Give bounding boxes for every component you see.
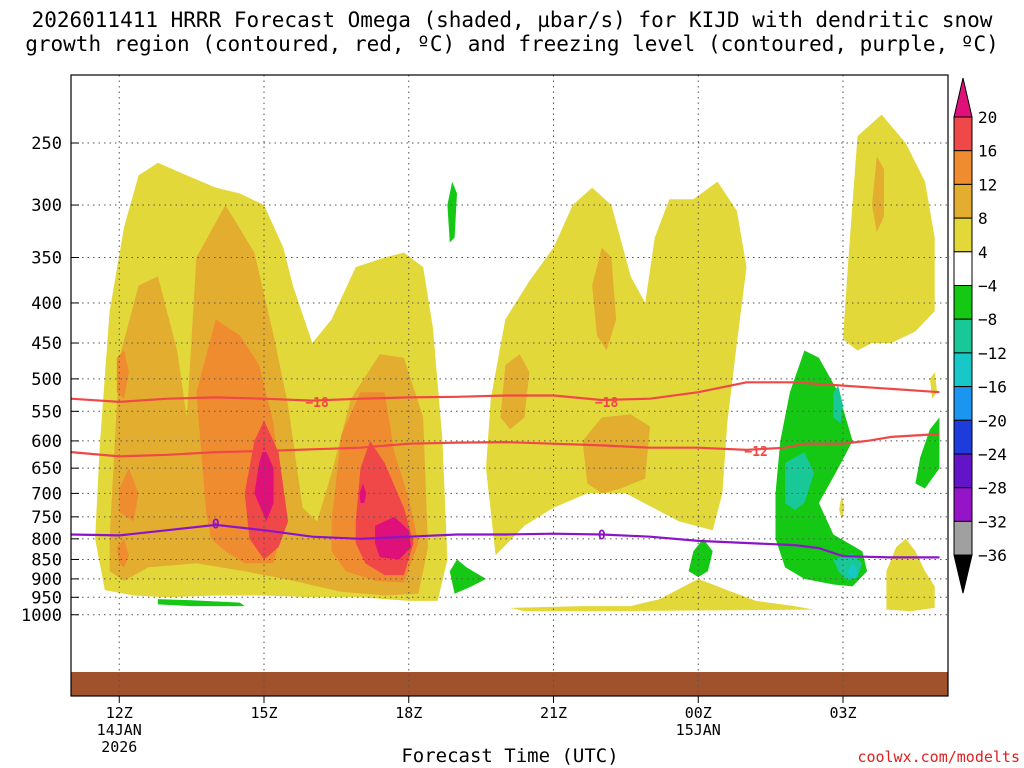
x-tick-year: 2026 — [101, 738, 137, 756]
colorbar-level-label: −8 — [978, 310, 997, 329]
colorbar-swatch — [953, 419, 973, 455]
dgz-contour-0-label: −18 — [595, 396, 619, 411]
colorbar-level-label: 4 — [978, 243, 988, 262]
colorbar-level-label: −16 — [978, 378, 1007, 397]
omega-region-g8 — [833, 385, 843, 424]
dgz-contour-0-label: −18 — [305, 396, 329, 411]
colorbar-level-label: −4 — [978, 277, 997, 296]
colorbar-level-label: −36 — [978, 546, 1007, 565]
colorbar-swatch — [953, 318, 973, 354]
y-tick-label: 450 — [31, 334, 62, 354]
x-tick-label: 15Z — [250, 704, 277, 722]
colorbar-swatch — [953, 217, 973, 253]
colorbar-level-label: −28 — [978, 479, 1007, 498]
omega-region-g4 — [775, 350, 868, 587]
colorbar-level-label: −32 — [978, 512, 1007, 531]
x-tick-label: 21Z — [540, 704, 567, 722]
freezing-level-label: 0 — [598, 529, 606, 544]
omega-region-g4 — [447, 181, 457, 243]
x-tick-label: 03Z — [829, 704, 856, 722]
colorbar-swatch — [953, 487, 973, 522]
colorbar-swatch — [953, 251, 973, 287]
chart-title-line2: growth region (contoured, red, ºC) and f… — [25, 32, 999, 56]
colorbar-swatch — [953, 453, 973, 489]
y-tick-label: 400 — [31, 294, 62, 314]
y-tick-label: 850 — [31, 550, 62, 570]
colorbar-level-label: 16 — [978, 142, 997, 161]
y-tick-label: 800 — [31, 530, 62, 550]
dgz-contour-1-line — [70, 432, 940, 458]
colorbar-swatch — [953, 520, 973, 556]
omega-region-c20 — [254, 446, 274, 522]
colorbar-swatch — [953, 116, 973, 152]
dgz-contour-0-line — [70, 381, 940, 404]
colorbar-swatch — [953, 352, 973, 388]
y-tick-label: 1000 — [21, 606, 62, 626]
omega-region-c4 — [843, 114, 935, 351]
omega-region-c4 — [929, 372, 938, 399]
freezing-level-label: 0 — [212, 518, 220, 533]
colorbar: 20 16 12 8 4 −4 −8 −12 −16 −20 −24 −28 −32 −36 — [953, 77, 1007, 594]
omega-region-c4 — [486, 181, 747, 556]
omega-region-g12 — [847, 563, 858, 579]
omega-region-c4 — [839, 495, 845, 520]
omega-region-c12 — [116, 350, 129, 399]
omega-region-c8 — [592, 247, 617, 351]
omega-region-g8 — [785, 452, 814, 510]
y-tick-label: 500 — [31, 370, 62, 390]
x-tick-date: 15JAN — [676, 721, 721, 739]
colorbar-level-label: −24 — [978, 445, 1007, 464]
omega-region-g4 — [449, 559, 486, 594]
colorbar-level-label: −12 — [978, 344, 1007, 363]
grid-lines — [71, 75, 948, 696]
dgz-contour-1-label: −12 — [744, 445, 767, 460]
credit-link[interactable]: coolwx.com/modelts — [857, 748, 1020, 766]
y-tick-label: 950 — [31, 588, 62, 608]
y-tick-label: 900 — [31, 570, 62, 590]
x-tick-label: 12Z — [106, 704, 133, 722]
omega-region-g4 — [915, 417, 940, 489]
colorbar-swatch — [953, 285, 973, 320]
y-tick-label: 600 — [31, 432, 62, 452]
ground-layer — [71, 672, 948, 696]
colorbar-level-label: −20 — [978, 411, 1007, 430]
omega-region-c4 — [886, 538, 935, 612]
x-axis-label: Forecast Time (UTC) — [401, 745, 619, 767]
y-axis: 2503003504004505005506006507007508008509… — [21, 134, 79, 626]
colorbar-top-arrow — [953, 77, 973, 118]
y-tick-label: 700 — [31, 484, 62, 504]
contours: −18 −18 −12 0 0 — [70, 381, 940, 559]
y-tick-label: 250 — [31, 134, 62, 154]
colorbar-swatch — [953, 183, 973, 219]
colorbar-level-label: 20 — [978, 108, 997, 127]
x-tick-date: 14JAN — [97, 721, 142, 739]
chart-title-line1: 2026011411 HRRR Forecast Omega (shaded, … — [31, 8, 993, 32]
omega-region-c12 — [119, 468, 139, 522]
colorbar-level-label: 8 — [978, 209, 988, 228]
omega-region-g4 — [688, 538, 713, 577]
omega-shading — [95, 114, 940, 612]
colorbar-swatch — [953, 386, 973, 421]
y-tick-label: 650 — [31, 459, 62, 479]
omega-region-c4 — [510, 578, 814, 612]
omega-region-c8 — [500, 354, 530, 430]
y-tick-label: 550 — [31, 402, 62, 422]
y-tick-label: 300 — [31, 196, 62, 216]
omega-region-c8 — [872, 156, 884, 233]
omega-region-c12 — [116, 538, 129, 568]
colorbar-bottom-arrow — [953, 554, 973, 594]
colorbar-swatch — [953, 150, 973, 185]
omega-region-g4 — [157, 599, 245, 607]
x-tick-label: 18Z — [395, 704, 422, 722]
x-tick-label: 00Z — [685, 704, 712, 722]
colorbar-level-label: 12 — [978, 175, 997, 194]
omega-region-c8 — [582, 414, 650, 494]
plot-frame — [70, 74, 949, 697]
y-tick-label: 350 — [31, 249, 62, 269]
freezing-level-line — [70, 523, 940, 559]
y-tick-label: 750 — [31, 508, 62, 528]
